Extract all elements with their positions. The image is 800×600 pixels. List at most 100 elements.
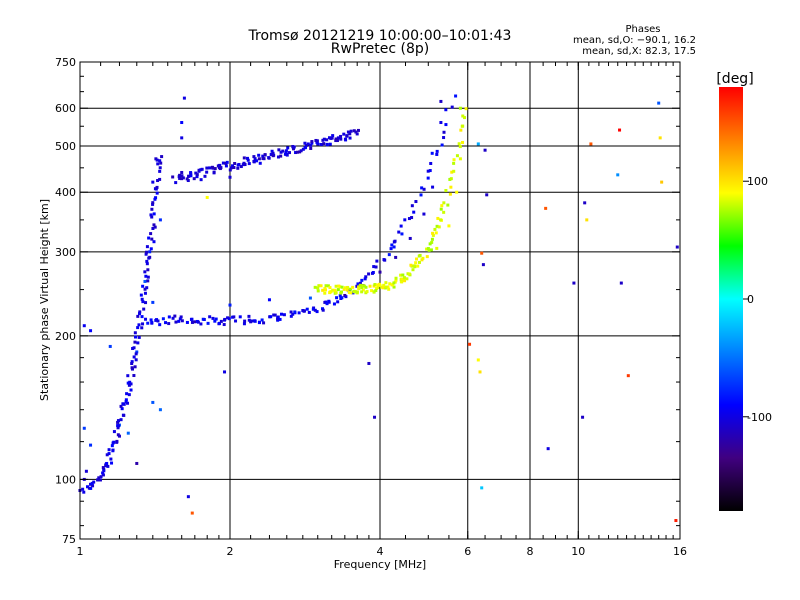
trace-point [426,169,430,173]
data-point [267,298,271,302]
data-point [151,180,155,184]
trace-point [422,187,426,191]
trace-point [360,286,364,290]
data-point [546,447,550,451]
trace-point [155,191,159,195]
colorbar-label: [deg] [716,71,753,87]
trace-point [199,322,203,326]
trace-point [326,284,330,288]
phases-mean-x: mean, sd,X: 82.3, 17.5 [582,46,696,57]
trace-point [397,230,401,234]
trace-point [439,218,443,222]
trace-point [250,319,254,323]
trace-point [152,240,156,244]
trace-point [416,264,420,268]
trace-point [141,322,145,326]
trace-point [109,457,113,461]
trace-point [418,253,422,257]
trace-point [393,239,397,243]
trace-point [116,420,120,424]
trace-point [140,326,144,330]
trace-point [229,166,233,170]
trace-point [146,279,150,283]
data-point [180,170,184,174]
data-point [480,251,484,255]
trace-point [426,247,430,251]
trace-point [167,322,171,326]
data-point [190,511,194,515]
trace-point [151,202,155,206]
trace-point [345,134,349,138]
trace-point [391,283,395,287]
trace-point [387,287,391,291]
trace-point [217,164,221,168]
trace-point [286,146,290,150]
trace-point [134,358,138,362]
trace-point [130,366,134,370]
data-point [435,152,439,156]
trace-point [178,176,182,180]
trace-point [271,151,275,155]
trace-point [363,277,367,281]
trace-point [457,142,461,146]
trace-point [361,288,365,292]
trace-point [427,248,431,252]
trace-point [355,284,359,288]
trace-point [174,320,178,324]
trace-point [228,168,232,172]
data-point [378,270,382,274]
trace-point [233,161,237,165]
trace-point [374,265,378,269]
trace-point [402,276,406,280]
trace-point [110,461,114,465]
trace-point [399,279,403,283]
trace-point [358,281,362,285]
trace-point [247,162,251,166]
trace-point [189,174,193,178]
trace-point [301,147,305,151]
trace-point [357,285,361,289]
colorbar-ticks: 100 0 -100 [743,175,772,424]
trace-point [344,138,348,142]
trace-point [149,318,153,322]
trace-point [348,132,352,136]
trace-point [180,174,184,178]
trace-point [181,176,185,180]
data-point [626,374,630,378]
data-point [660,180,664,184]
trace-point [368,284,372,288]
trace-point [148,255,152,259]
data-point [439,99,443,103]
trace-point [440,204,444,208]
data-point [143,279,147,283]
data-point [199,178,203,182]
trace-point [145,262,149,266]
trace-point [444,123,448,127]
data-point [135,461,139,465]
trace-point [347,289,351,293]
trace-point [267,156,271,160]
trace-point [133,331,137,335]
trace-point [227,317,231,321]
trace-point [324,284,328,288]
trace-point [243,319,247,323]
trace-point [178,317,182,321]
trace-point [206,321,210,325]
trace-point [190,320,194,324]
trace-point [195,175,199,179]
trace-point [136,341,140,345]
trace-point [130,360,134,364]
trace-point [282,313,286,317]
trace-point [328,142,332,146]
trace-point [171,316,175,320]
trace-point [337,284,341,288]
trace-point [412,264,416,268]
trace-point [440,143,444,147]
trace-point [158,323,162,327]
trace-point [293,310,297,314]
trace-point [142,307,146,311]
trace-point [452,169,456,173]
trace-point [144,274,148,278]
trace-point [164,321,168,325]
trace-point [146,268,150,272]
